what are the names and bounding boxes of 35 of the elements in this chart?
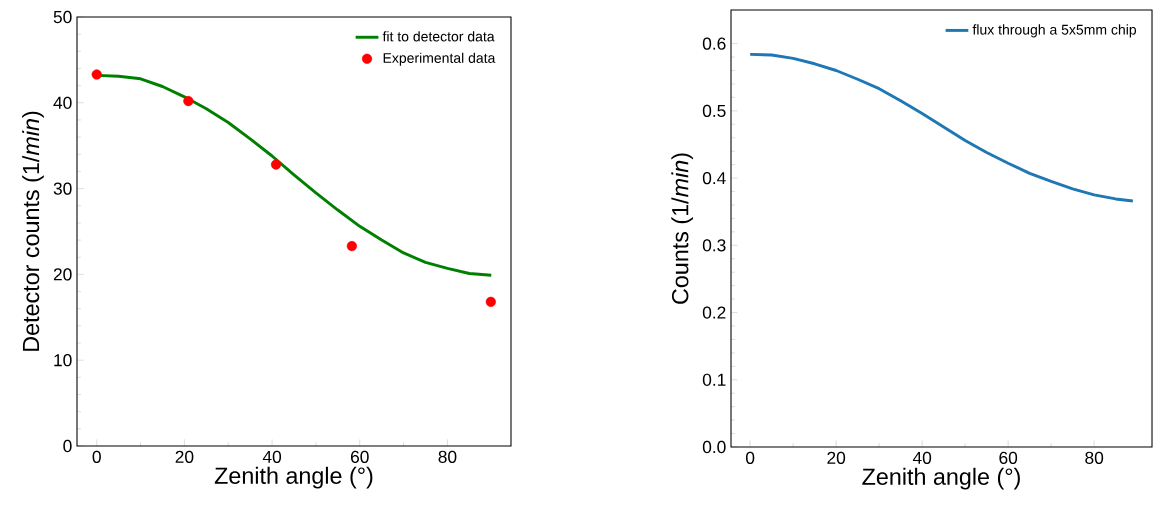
point (485, 296, 496, 307)
y-tick-label: 20 (53, 268, 72, 281)
point (270, 159, 282, 170)
x-axis-title: Zenith angle (°) (214, 466, 373, 489)
x-tick-label: 80 (1085, 451, 1104, 464)
x-tick-label: 60 (350, 450, 369, 463)
y-axis-title: Counts (1/min) (671, 153, 694, 304)
y-tick-label: 10 (54, 354, 72, 367)
y-tick-label: 0.5 (702, 104, 726, 117)
y-tick-label: 0.1 (702, 373, 726, 386)
legend-label: fit to detector data (382, 31, 495, 42)
x-tick-label: 0 (745, 451, 755, 464)
x-tick-label: 40 (262, 450, 282, 463)
legend-label: flux through a 5x5mm chip (972, 24, 1137, 38)
x-tick-label: 20 (827, 451, 846, 464)
y-tick-label: 0.6 (702, 37, 726, 50)
y-tick-label: 0.2 (702, 306, 726, 319)
y-tick-label: 40 (53, 96, 72, 109)
legend-label: Experimental data (383, 52, 496, 66)
point (91, 69, 102, 80)
y-tick-label: 0.4 (702, 171, 726, 185)
point (346, 241, 357, 252)
y-tick-label: 0.0 (702, 440, 726, 454)
x-axis-title: Zenith angle (°) (862, 467, 1020, 490)
x-tick-label: 0 (92, 450, 101, 463)
y-tick-label: 0 (63, 439, 72, 453)
x-tick-label: 20 (175, 450, 194, 463)
x-tick-label: 80 (438, 450, 457, 463)
point (183, 96, 194, 107)
y-tick-label: 0.3 (702, 239, 726, 252)
y-tick-label: 30 (53, 182, 72, 195)
y-axis-title: Detector counts (1/min) (22, 111, 44, 351)
y-tick-label: 50 (53, 10, 72, 24)
x-tick-label: 40 (912, 451, 932, 464)
x-tick-label: 60 (999, 451, 1018, 464)
